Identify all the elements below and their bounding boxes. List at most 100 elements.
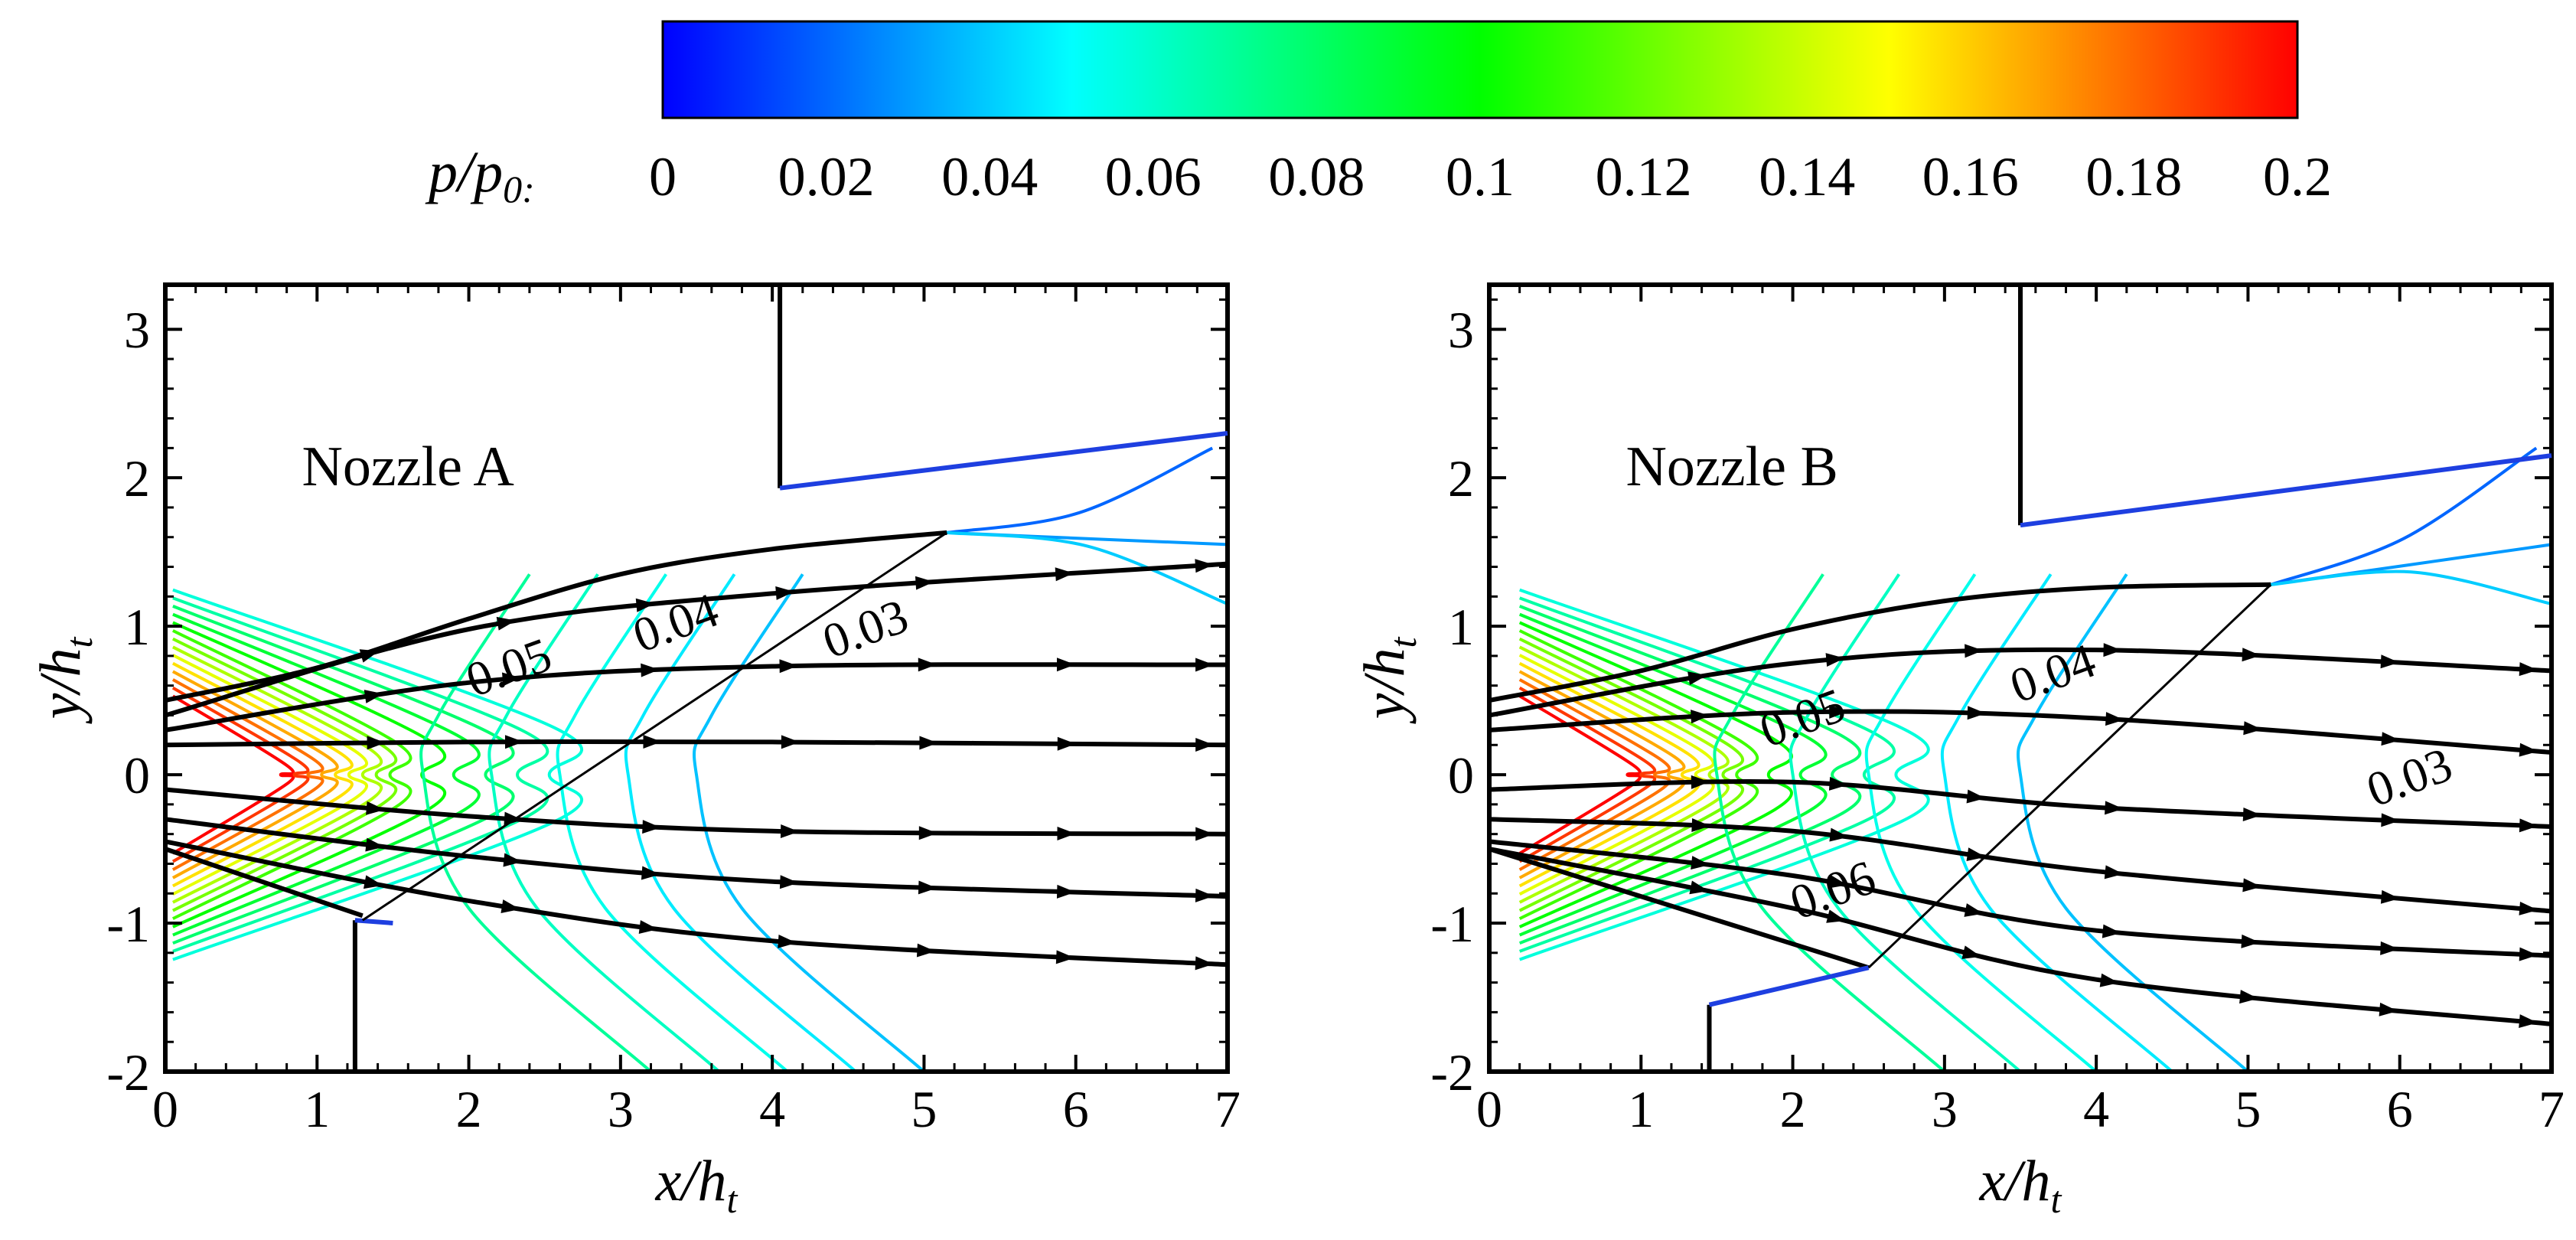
x-tick-label: 7 xyxy=(1215,1080,1241,1138)
streamline-arrow xyxy=(638,920,658,935)
streamline-arrow xyxy=(364,690,383,703)
x-tick-label: 4 xyxy=(759,1080,785,1138)
streamline-arrow xyxy=(1691,856,1710,870)
colorbar-gradient xyxy=(661,20,2299,119)
colorbar-tick-label: 0.08 xyxy=(1268,146,1365,207)
colorbar: p/p0: 0 0.02 0.04 0.06 0.08 0.1 0.12 0.14 0.16 0.… xyxy=(425,20,2332,210)
pressure-contours-a xyxy=(171,446,1228,1073)
y-tick-label: 1 xyxy=(1448,598,1474,656)
y-tick-label: 1 xyxy=(124,598,150,656)
nozzle-wall-upper xyxy=(1489,582,2271,703)
streamline-arrow xyxy=(1689,880,1709,895)
lower-slipline xyxy=(1708,965,1870,1007)
pressure-contour-line xyxy=(946,446,1214,534)
x-tick-label: 3 xyxy=(608,1080,634,1138)
contour-labels-b: 0.050.040.030.06 xyxy=(1753,633,2459,930)
y-tick-label: 0 xyxy=(124,746,150,804)
y-tick-label: -1 xyxy=(1430,895,1474,953)
streamline-arrow xyxy=(2242,808,2262,822)
x-tick-label: 0 xyxy=(152,1080,178,1138)
pressure-contour-line xyxy=(693,573,925,1073)
colorbar-tick-label: 0 xyxy=(649,146,677,207)
streamline-arrow xyxy=(2519,901,2539,915)
ticks-a: 0 1 2 3 4 5 6 7 -2 -1 0 1 2 3 xyxy=(106,285,1241,1138)
streamline xyxy=(165,839,1228,968)
panel-nozzle-a: 0.05 0.04 0.03 0 1 2 3 4 5 6 7 -2 -1 0 1 2 3 Nozzle A x… xyxy=(28,282,1241,1221)
pressure-contour-line xyxy=(1518,686,1656,863)
contour-label: 0.05 xyxy=(459,627,559,707)
streamline-arrow xyxy=(1195,827,1215,841)
streamline-arrow xyxy=(1964,903,1984,917)
y-tick-label: 2 xyxy=(124,449,150,507)
streamline-arrow xyxy=(2242,878,2261,892)
pressure-contour-line xyxy=(1518,621,1793,928)
pressure-contour-line xyxy=(419,573,652,1073)
y-tick-label: 3 xyxy=(124,301,150,359)
streamline-arrow xyxy=(779,875,799,889)
colorbar-tick-labels: 0 0.02 0.04 0.06 0.08 0.1 0.12 0.14 0.16 0.18 0.2 xyxy=(649,146,2332,207)
pressure-contour-line xyxy=(2270,446,2538,586)
pressure-contour-line xyxy=(171,637,398,912)
streamline-arrow xyxy=(1691,817,1710,832)
x-tick-label: 1 xyxy=(1628,1080,1654,1138)
streamline-arrow xyxy=(1828,874,1847,889)
plot-frame-a xyxy=(163,282,1230,1074)
streamline-arrow xyxy=(2242,648,2261,662)
streamline-arrow xyxy=(1056,884,1076,899)
x-tick-label: 4 xyxy=(2083,1080,2109,1138)
pressure-contour-line xyxy=(1518,596,1896,953)
streamline-arrow xyxy=(1687,671,1707,686)
streamline-arrow xyxy=(643,734,662,749)
streamline xyxy=(1489,647,2552,718)
streamline-arrow xyxy=(1057,736,1076,751)
streamline-arrow xyxy=(641,663,660,677)
panel-title-a: Nozzle A xyxy=(302,436,514,498)
pressure-contour-line xyxy=(171,686,310,863)
streamline-arrow xyxy=(1966,789,1986,804)
y-tick-label: 3 xyxy=(1448,301,1474,359)
streamline-arrow xyxy=(1195,956,1214,971)
x-tick-label: 2 xyxy=(1780,1080,1806,1138)
streamline-arrow xyxy=(2243,721,2262,736)
streamline-arrow xyxy=(635,598,655,612)
streamline xyxy=(165,662,1228,733)
pressure-contour-line xyxy=(1518,645,1730,904)
streamline-arrow xyxy=(1057,827,1076,841)
x-tick-label: 6 xyxy=(1063,1080,1089,1138)
streamline-arrow xyxy=(501,672,521,687)
pressure-contour-line xyxy=(172,605,515,945)
pressure-contour-line xyxy=(172,612,481,937)
nozzle-wall-lower xyxy=(165,847,364,919)
pressure-contour-line xyxy=(1518,661,1700,888)
streamline-arrow xyxy=(1966,847,1986,862)
streamline-arrow xyxy=(2104,865,2124,879)
geometry-a xyxy=(165,285,1228,1072)
streamline-arrow xyxy=(1195,658,1215,672)
streamline-arrow xyxy=(918,826,937,840)
streamline-arrow xyxy=(2241,934,2260,948)
pressure-contour-line xyxy=(171,645,383,904)
streamline-arrow xyxy=(1055,950,1075,964)
streamline-arrow xyxy=(642,820,661,834)
streamline-arrow xyxy=(1691,710,1710,724)
pressure-contour-line xyxy=(2271,569,2552,605)
y-tick-label: -1 xyxy=(106,895,150,953)
streamline-arrow xyxy=(2380,654,2399,669)
streamline-arrow xyxy=(1961,945,1981,959)
streamline-arrow xyxy=(1691,775,1710,789)
pressure-contour-line xyxy=(487,573,721,1073)
x-axis-title-a: x/ht xyxy=(655,1149,739,1221)
streamline-arrow xyxy=(2381,813,2400,827)
pressure-contour-line xyxy=(1518,654,1715,896)
pressure-contour-line xyxy=(1789,573,2022,1073)
y-tick-label: -2 xyxy=(1430,1043,1474,1101)
colorbar-tick-label: 0.12 xyxy=(1596,146,1692,207)
x-tick-label: 5 xyxy=(2235,1080,2261,1138)
pressure-contour-line xyxy=(1519,588,1930,961)
pressure-contour-line xyxy=(171,694,295,855)
x-tick-label: 0 xyxy=(1476,1080,1502,1138)
colorbar-title: p/p0: xyxy=(425,140,535,210)
streamline-arrow xyxy=(1828,776,1848,791)
streamline-arrow xyxy=(2105,801,2124,815)
